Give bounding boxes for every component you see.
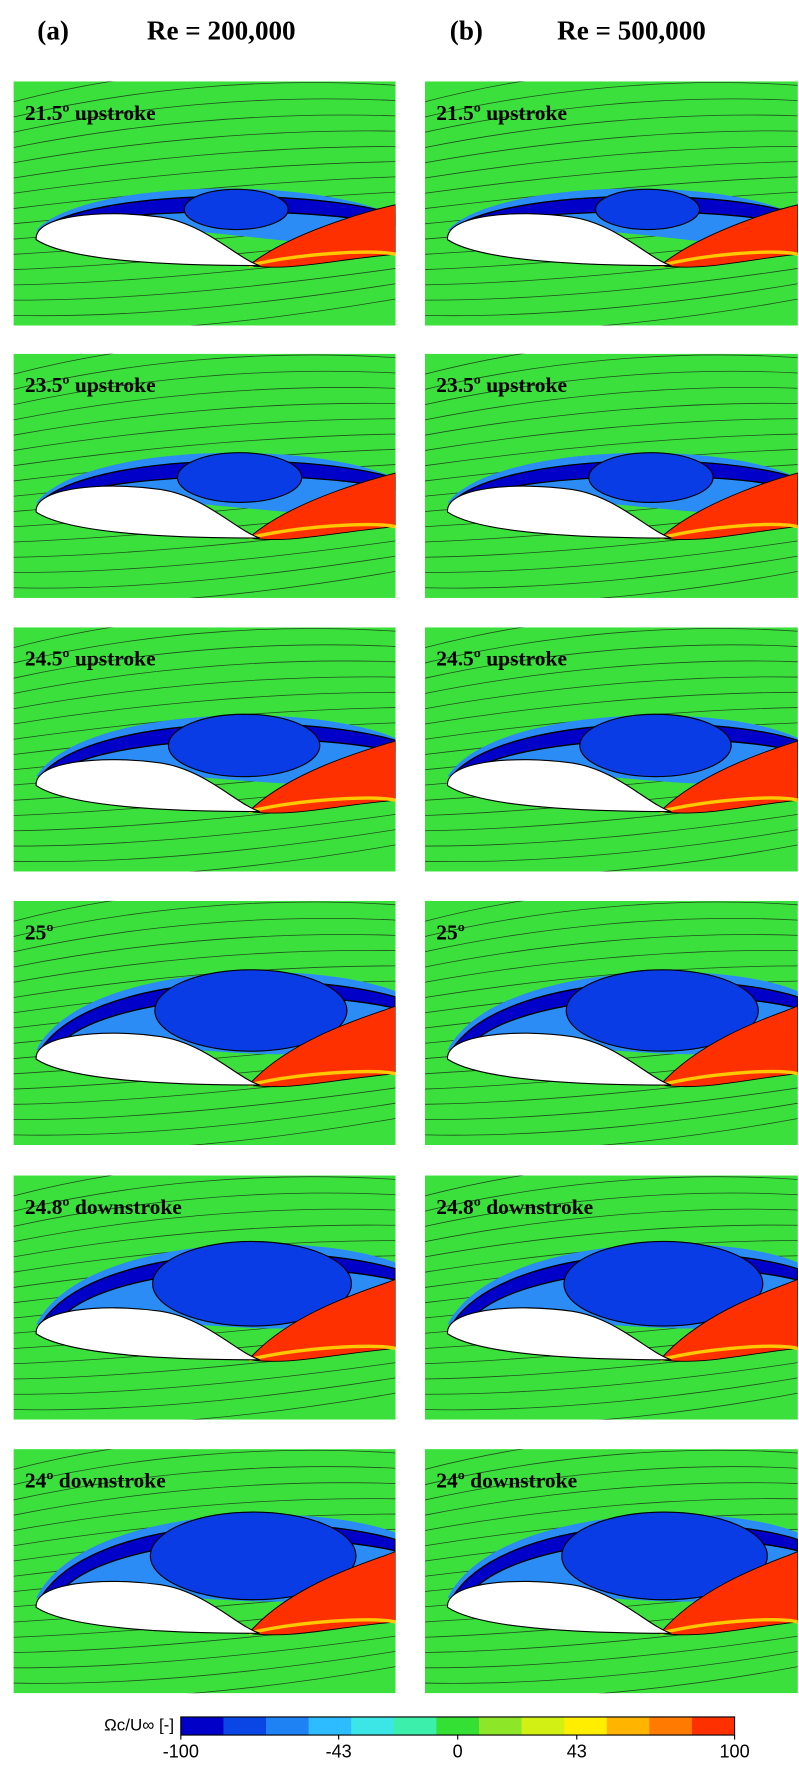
tick-label: 100 <box>719 1742 749 1762</box>
flow-panel: 21.5º upstroke <box>425 66 798 332</box>
vortex <box>596 189 700 229</box>
colorbar-label: Ωc/U∞ [-] <box>104 1716 174 1735</box>
color-step <box>266 1717 309 1735</box>
panel-label: 24.8º downstroke <box>436 1195 593 1219</box>
vortex <box>589 453 713 503</box>
tick-label: 0 <box>453 1742 463 1762</box>
flow-panel: 23.5º upstroke <box>14 339 396 605</box>
tick-label: 43 <box>567 1742 587 1762</box>
color-step <box>479 1717 522 1735</box>
color-step <box>692 1717 735 1735</box>
color-step <box>181 1717 224 1735</box>
vortex <box>184 189 288 229</box>
color-step <box>607 1717 650 1735</box>
panel-label: 25º <box>25 920 54 944</box>
column-title: Re = 200,000 <box>147 16 296 46</box>
flow-panel: 24.5º upstroke <box>14 612 396 878</box>
color-step <box>649 1717 692 1735</box>
color-step <box>351 1717 394 1735</box>
panel-label: 24.5º upstroke <box>436 647 567 671</box>
panel-label: 21.5º upstroke <box>25 101 156 125</box>
vortex <box>580 714 731 776</box>
panels: 21.5º upstroke 23.5º upstroke 24.5º upstro… <box>14 66 798 1699</box>
panel-label: 24º downstroke <box>25 1469 166 1493</box>
flow-panel: 24.8º downstroke <box>14 1160 396 1426</box>
colorbar: Ωc/U∞ [-] -100 -43 0 43 100 <box>104 1716 750 1762</box>
panel-label: 24.5º upstroke <box>25 647 156 671</box>
color-step <box>309 1717 352 1735</box>
figure: (a) Re = 200,000 (b) Re = 500,000 21.5º … <box>0 0 799 1778</box>
panel-label: 21.5º upstroke <box>436 101 567 125</box>
flow-panel: 25º <box>425 886 798 1152</box>
color-step <box>564 1717 607 1735</box>
color-step <box>394 1717 437 1735</box>
flow-panel: 24.8º downstroke <box>425 1160 798 1426</box>
column-title: Re = 500,000 <box>557 16 706 46</box>
flow-panel: 24.5º upstroke <box>425 612 798 878</box>
panel-label: 24º downstroke <box>436 1469 577 1493</box>
column-tag: (a) <box>37 16 69 46</box>
color-step <box>436 1717 479 1735</box>
column-tag: (b) <box>450 16 483 46</box>
tick-label: -100 <box>163 1742 199 1762</box>
flow-panel: 23.5º upstroke <box>425 339 798 605</box>
panel-label: 24.8º downstroke <box>25 1195 182 1219</box>
panel-label: 23.5º upstroke <box>436 373 567 397</box>
flow-panel: 24º downstroke <box>14 1434 396 1700</box>
panel-label: 25º <box>436 920 465 944</box>
panel-label: 23.5º upstroke <box>25 373 156 397</box>
page: {"header": {"left_tag": "(a)", "left_re"… <box>0 0 799 1778</box>
flow-panel: 25º <box>14 886 396 1152</box>
flow-panel: 21.5º upstroke <box>14 66 396 332</box>
tick-label: -43 <box>326 1742 352 1762</box>
flow-panel: 24º downstroke <box>425 1434 798 1700</box>
vortex <box>177 453 301 503</box>
color-step <box>223 1717 266 1735</box>
color-step <box>522 1717 565 1735</box>
vortex <box>168 714 319 776</box>
